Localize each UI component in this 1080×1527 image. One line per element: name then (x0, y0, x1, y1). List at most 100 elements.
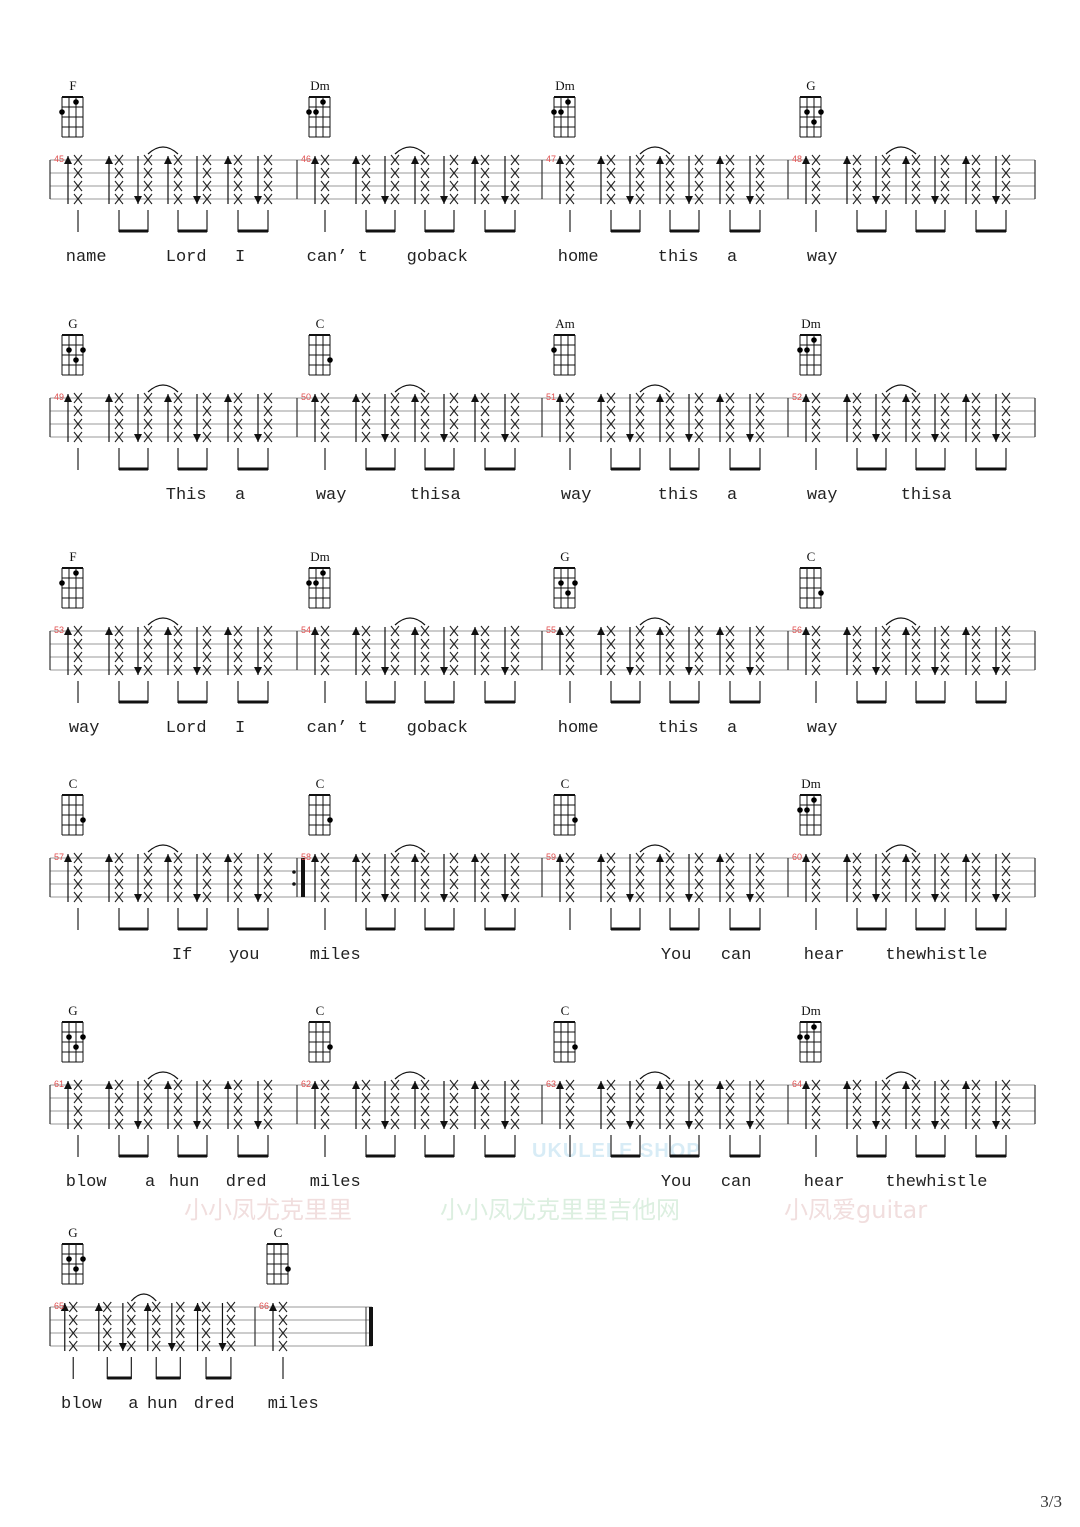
strum-x (940, 154, 950, 166)
chord-name: Dm (801, 316, 821, 331)
strum-x (940, 1105, 950, 1117)
strum-x (361, 651, 371, 663)
strum-x (811, 651, 821, 663)
strum-x (725, 891, 735, 903)
strum-x (911, 878, 921, 890)
tie-arc (394, 384, 426, 393)
strum-x (694, 193, 704, 205)
up-arrow-icon (164, 394, 172, 402)
up-arrow-icon (105, 1081, 113, 1089)
strum-x (233, 891, 243, 903)
strum-x (694, 891, 704, 903)
strum-x (143, 154, 153, 166)
tie-arc (394, 1071, 426, 1080)
strum-x (420, 651, 430, 663)
up-arrow-icon (962, 394, 970, 402)
strum-x (911, 1092, 921, 1104)
tie-arc (394, 146, 426, 155)
down-arrow-icon (193, 434, 201, 442)
strum-x (420, 431, 430, 443)
strum-x (480, 154, 490, 166)
strum-x (911, 431, 921, 443)
measure-51 (551, 334, 789, 471)
strum-x (665, 1079, 675, 1091)
strum-x (510, 1105, 520, 1117)
up-arrow-icon (311, 854, 319, 862)
strum-x (361, 664, 371, 676)
down-arrow-icon (872, 196, 880, 204)
strum-x (390, 664, 400, 676)
repeat-dot (292, 882, 296, 886)
finger-dot (285, 1266, 291, 1272)
strum-x (635, 405, 645, 417)
down-arrow-icon (381, 894, 389, 902)
strum-x (233, 625, 243, 637)
up-arrow-icon (411, 627, 419, 635)
strum-x (852, 1118, 862, 1130)
strum-x (68, 1314, 78, 1326)
strum-x (1001, 878, 1011, 890)
down-arrow-icon (872, 1121, 880, 1129)
tie-arc (147, 844, 179, 853)
strum-x (390, 878, 400, 890)
up-arrow-icon (962, 627, 970, 635)
strum-x (565, 852, 575, 864)
strum-x (510, 1092, 520, 1104)
strum-x (811, 1092, 821, 1104)
measure-number: 66 (259, 1301, 270, 1311)
strum-x (233, 651, 243, 663)
strum-x (1001, 664, 1011, 676)
strum-x (143, 852, 153, 864)
down-arrow-icon (254, 196, 262, 204)
strum-x (852, 891, 862, 903)
measure-54 (306, 567, 543, 704)
strum-x (102, 1327, 112, 1339)
strum-x (420, 891, 430, 903)
strum-x (173, 1105, 183, 1117)
strum-x (510, 1079, 520, 1091)
strum-x (755, 651, 765, 663)
strum-x (971, 878, 981, 890)
strum-x (694, 651, 704, 663)
finger-dot (804, 1034, 810, 1040)
strum-x (173, 891, 183, 903)
strum-x (881, 154, 891, 166)
finger-dot (565, 590, 571, 596)
system (49, 794, 1036, 931)
lyric-word: blow (60, 1395, 102, 1414)
strum-x (606, 891, 616, 903)
strum-x (635, 891, 645, 903)
up-arrow-icon (411, 854, 419, 862)
finger-dot (558, 109, 564, 115)
strum-x (143, 625, 153, 637)
strum-x (971, 891, 981, 903)
down-arrow-icon (931, 1121, 939, 1129)
down-arrow-icon (992, 196, 1000, 204)
strum-x (694, 180, 704, 192)
strum-x (811, 1118, 821, 1130)
finger-dot (320, 99, 326, 105)
strum-x (852, 878, 862, 890)
strum-x (480, 638, 490, 650)
strum-x (361, 891, 371, 903)
strum-x (852, 431, 862, 443)
chord-name: F (69, 78, 77, 93)
strum-x (114, 418, 124, 430)
strum-x (852, 1105, 862, 1117)
strum-x (565, 1079, 575, 1091)
tie-arc (885, 617, 917, 626)
strum-x (233, 1092, 243, 1104)
strum-x (565, 431, 575, 443)
up-arrow-icon (716, 394, 724, 402)
strum-x (151, 1301, 161, 1313)
strum-x (73, 180, 83, 192)
strum-x (1001, 392, 1011, 404)
lyric-word: home (557, 719, 599, 738)
strum-x (449, 878, 459, 890)
strum-x (852, 154, 862, 166)
up-arrow-icon (64, 156, 72, 164)
strum-x (449, 625, 459, 637)
strum-x (263, 180, 273, 192)
down-arrow-icon (134, 1121, 142, 1129)
